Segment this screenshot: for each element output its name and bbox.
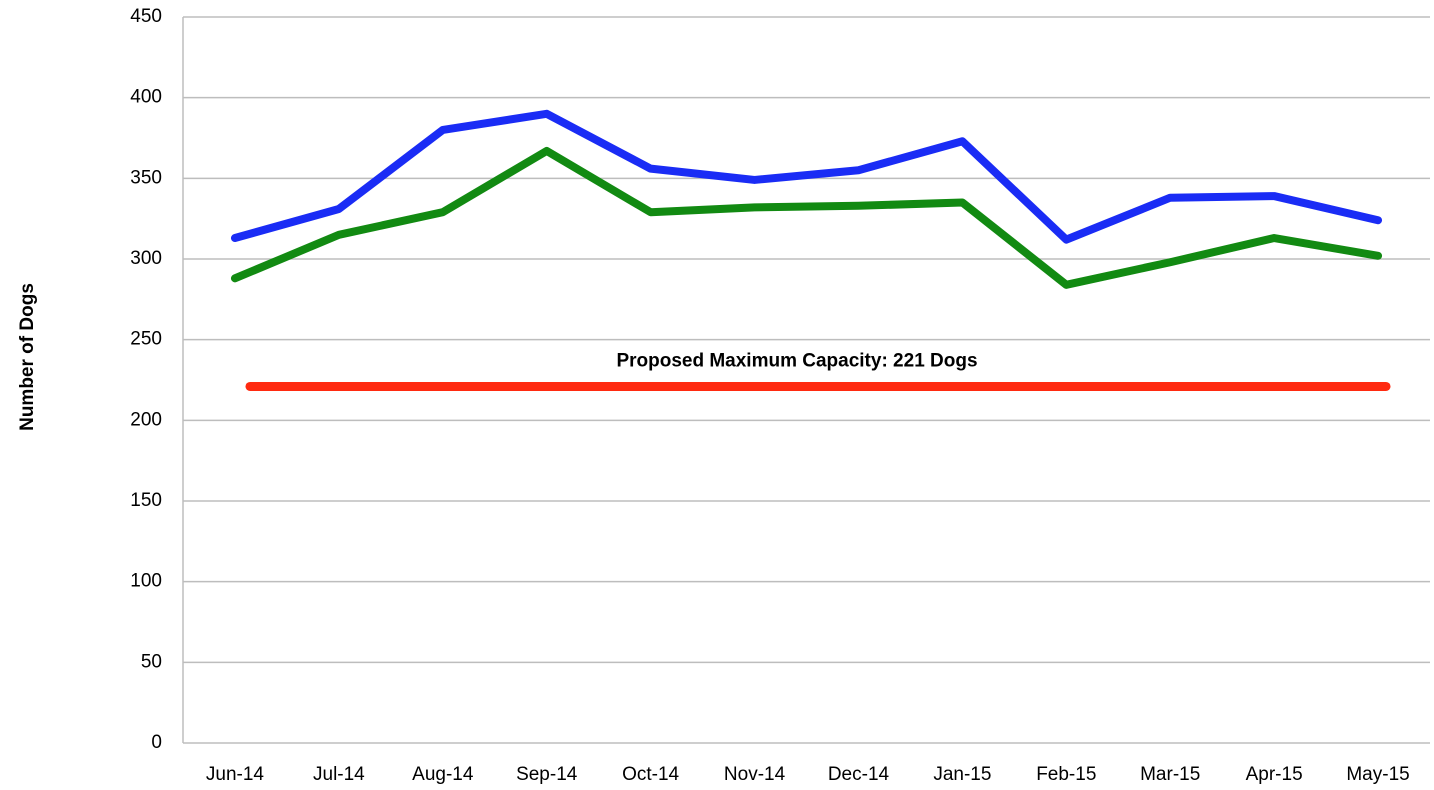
x-tick-label: Jun-14 xyxy=(206,764,265,785)
x-tick-label: Mar-15 xyxy=(1140,764,1200,785)
y-tick-label: 0 xyxy=(151,732,162,753)
x-tick-label: Feb-15 xyxy=(1036,764,1096,785)
x-tick-label: Jul-14 xyxy=(313,764,365,785)
series-line xyxy=(230,146,1383,289)
y-tick-label: 250 xyxy=(130,329,162,350)
y-tick-label: 100 xyxy=(130,571,162,592)
y-tick-label: 50 xyxy=(141,651,162,672)
x-tick-label: Aug-14 xyxy=(412,764,474,785)
x-tick-label: Sep-14 xyxy=(516,764,578,785)
y-tick-label: 400 xyxy=(130,87,162,108)
y-tick-label: 350 xyxy=(130,167,162,188)
y-tick-label: 300 xyxy=(130,248,162,269)
y-axis-label: Number of Dogs xyxy=(17,283,38,431)
x-tick-label: Nov-14 xyxy=(724,764,786,785)
x-tick-label: Oct-14 xyxy=(622,764,679,785)
x-tick-label: Dec-14 xyxy=(828,764,890,785)
y-tick-label: 200 xyxy=(130,409,162,430)
y-tick-label: 450 xyxy=(130,6,162,27)
x-tick-label: Apr-15 xyxy=(1246,764,1303,785)
annotation: Proposed Maximum Capacity: 221 Dogs xyxy=(616,350,977,371)
y-tick-label: 150 xyxy=(130,490,162,511)
series-line xyxy=(230,109,1383,244)
x-tick-label: May-15 xyxy=(1346,764,1409,785)
x-tick-label: Jan-15 xyxy=(933,764,991,785)
